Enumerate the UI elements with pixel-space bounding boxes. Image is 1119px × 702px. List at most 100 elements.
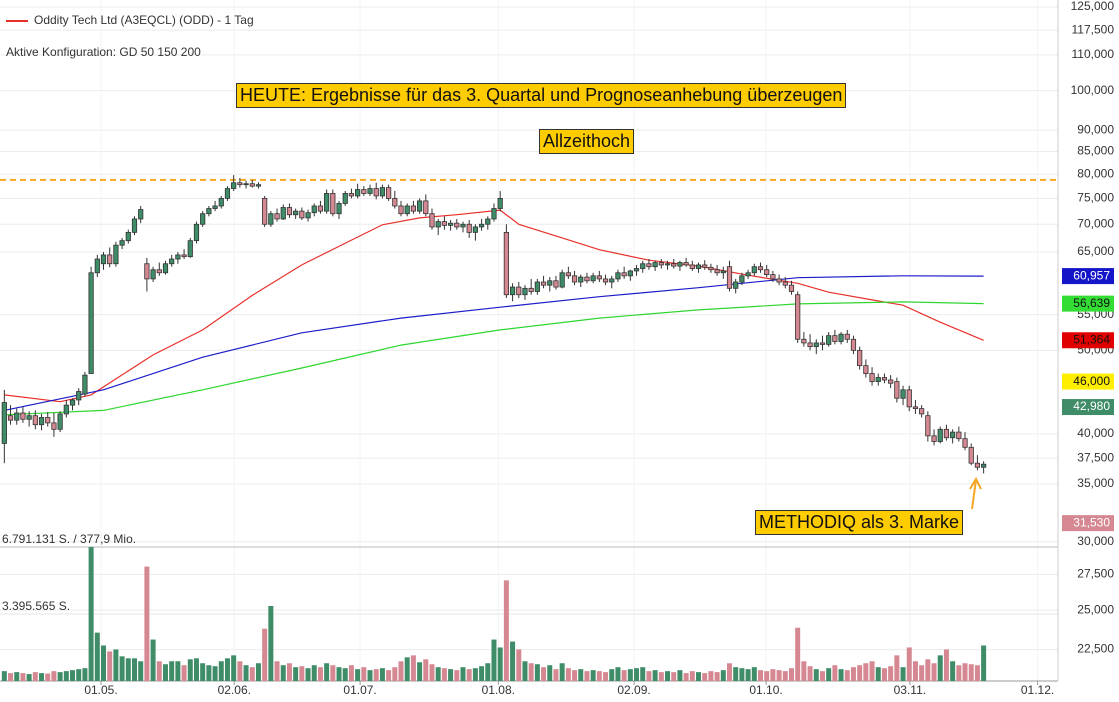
candle-body bbox=[584, 276, 590, 282]
candle-body bbox=[478, 223, 485, 228]
candle-body bbox=[578, 276, 584, 283]
y-tick-label: 75,000 bbox=[1077, 191, 1114, 205]
candle-body bbox=[392, 198, 398, 207]
y-tick-label: 85,000 bbox=[1077, 144, 1114, 158]
candle-body bbox=[621, 272, 627, 277]
volume-bar bbox=[131, 658, 137, 681]
candle-body bbox=[193, 223, 200, 242]
volume-bar bbox=[70, 670, 76, 681]
candle-body bbox=[714, 269, 720, 274]
candle-body bbox=[7, 415, 14, 421]
volume-bar bbox=[20, 673, 26, 681]
volume-bar bbox=[634, 668, 640, 681]
volume-bar bbox=[342, 668, 348, 681]
candle-body bbox=[540, 281, 547, 286]
candle-body bbox=[658, 262, 664, 266]
candle-body bbox=[565, 272, 571, 277]
candle-body bbox=[410, 205, 417, 212]
volume-bar bbox=[968, 664, 974, 681]
candle-body bbox=[324, 193, 330, 212]
volume-bar bbox=[844, 670, 850, 681]
price-tag bbox=[1062, 373, 1114, 390]
volume-bar bbox=[187, 659, 193, 681]
volume-bar bbox=[51, 671, 57, 681]
volume-bar bbox=[125, 658, 131, 681]
candle-body bbox=[26, 415, 32, 420]
candle-body bbox=[138, 209, 144, 220]
annotation: Allzeithoch bbox=[539, 129, 635, 154]
volume-bar bbox=[751, 667, 757, 681]
price-tag bbox=[1062, 295, 1114, 312]
y-tick-label: 25,000 bbox=[1077, 602, 1114, 616]
candle-body bbox=[417, 200, 423, 212]
volume-bar bbox=[32, 672, 38, 681]
volume-bar bbox=[621, 670, 627, 681]
volume-bar bbox=[559, 663, 565, 681]
candle-body bbox=[695, 264, 702, 269]
volume-bar bbox=[894, 655, 900, 681]
candle-body bbox=[671, 263, 677, 267]
volume-bar bbox=[107, 651, 113, 681]
volume-bar bbox=[819, 671, 825, 681]
candle-body bbox=[602, 278, 609, 283]
candle-body bbox=[509, 286, 516, 296]
candle-body bbox=[373, 188, 379, 197]
volume-bar bbox=[956, 665, 962, 681]
volume-bar bbox=[702, 673, 708, 681]
volume-bar bbox=[367, 670, 373, 681]
volume-bar bbox=[925, 659, 931, 681]
volume-bar bbox=[813, 669, 819, 681]
volume-bar bbox=[826, 668, 832, 681]
candle-body bbox=[609, 278, 615, 283]
volume-bar bbox=[293, 667, 299, 681]
candle-body bbox=[330, 193, 336, 215]
volume-bar bbox=[857, 665, 863, 681]
volume-bar bbox=[206, 665, 212, 681]
price-tag-label: 60,957 bbox=[1073, 268, 1110, 282]
volume-bar bbox=[683, 673, 689, 681]
candle-body bbox=[516, 286, 522, 296]
x-tick-label: 01.12. bbox=[1021, 683, 1054, 697]
candle-body bbox=[664, 263, 671, 266]
candle-body bbox=[131, 218, 138, 233]
candle-body bbox=[615, 272, 621, 280]
candle-body bbox=[348, 193, 355, 197]
volume-bar bbox=[696, 672, 702, 681]
volume-bar bbox=[503, 580, 509, 681]
volume-bar bbox=[919, 665, 925, 681]
candle-body bbox=[342, 193, 348, 204]
candle-body bbox=[485, 218, 491, 225]
candle-body bbox=[702, 264, 708, 268]
candle-body bbox=[88, 272, 94, 374]
volume-bar bbox=[807, 666, 813, 681]
candle-body bbox=[200, 213, 206, 225]
volume-bar bbox=[94, 632, 100, 681]
price-tag bbox=[1062, 332, 1114, 349]
volume-bar bbox=[404, 657, 410, 681]
candle-body bbox=[906, 389, 912, 408]
moving-average bbox=[4, 301, 984, 416]
volume-bar bbox=[832, 665, 838, 681]
volume-bar bbox=[565, 668, 571, 681]
candle-body bbox=[293, 210, 299, 216]
candle-body bbox=[627, 270, 633, 277]
candle-body bbox=[826, 335, 832, 345]
volume-bar bbox=[950, 661, 956, 681]
volume-bar bbox=[448, 669, 454, 681]
volume-bar bbox=[311, 665, 317, 681]
candle-body bbox=[689, 264, 695, 269]
volume-bar bbox=[689, 671, 695, 681]
volume-bar bbox=[677, 670, 683, 681]
volume-bar bbox=[881, 668, 887, 681]
volume-bar bbox=[249, 667, 255, 681]
volume-bar bbox=[101, 645, 107, 681]
y-tick-label: 27,500 bbox=[1077, 567, 1114, 581]
candle-body bbox=[286, 207, 293, 216]
candle-body bbox=[472, 226, 478, 233]
candle-body bbox=[243, 183, 249, 186]
volume-tick-label: 3.395.565 S. bbox=[2, 599, 70, 613]
candle-body bbox=[764, 269, 770, 276]
candle-body bbox=[596, 275, 602, 280]
volume-bar bbox=[150, 639, 156, 681]
